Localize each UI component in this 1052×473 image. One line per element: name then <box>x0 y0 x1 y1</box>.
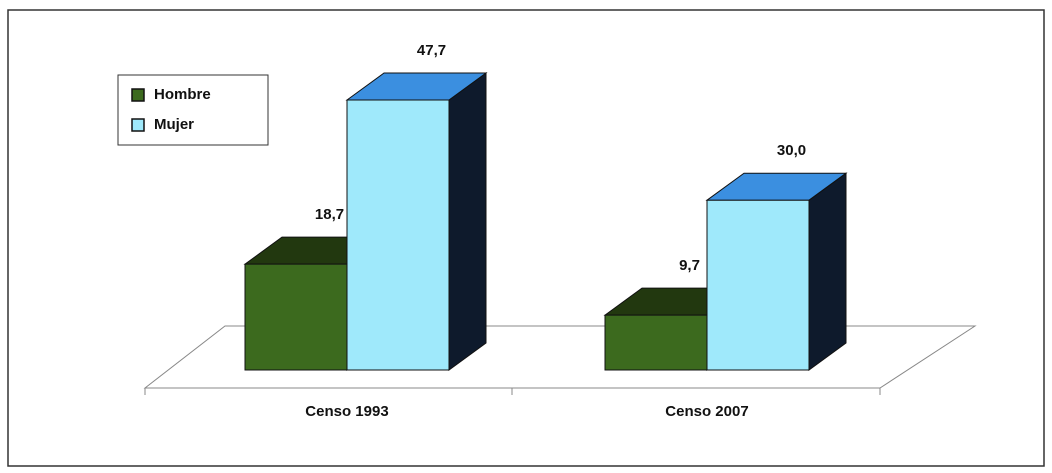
bar-front <box>346 99 450 371</box>
bar-front <box>244 263 348 371</box>
value-label: 30,0 <box>777 142 806 159</box>
value-label: 9,7 <box>679 257 700 274</box>
legend-label: Hombre <box>154 86 211 103</box>
bar <box>345 72 488 371</box>
legend-swatch <box>131 118 145 132</box>
bar <box>705 172 848 371</box>
bar-front <box>604 314 708 371</box>
legend-swatch <box>131 88 145 102</box>
bar-side <box>808 172 847 371</box>
legend-box <box>117 74 269 146</box>
x-tick-label: Censo 2007 <box>665 403 748 420</box>
legend-label: Mujer <box>154 116 194 133</box>
value-label: 18,7 <box>315 206 344 223</box>
x-tick-label: Censo 1993 <box>305 403 388 420</box>
value-label: 47,7 <box>417 42 446 59</box>
bar-front <box>706 199 810 371</box>
bar-side <box>448 72 487 371</box>
